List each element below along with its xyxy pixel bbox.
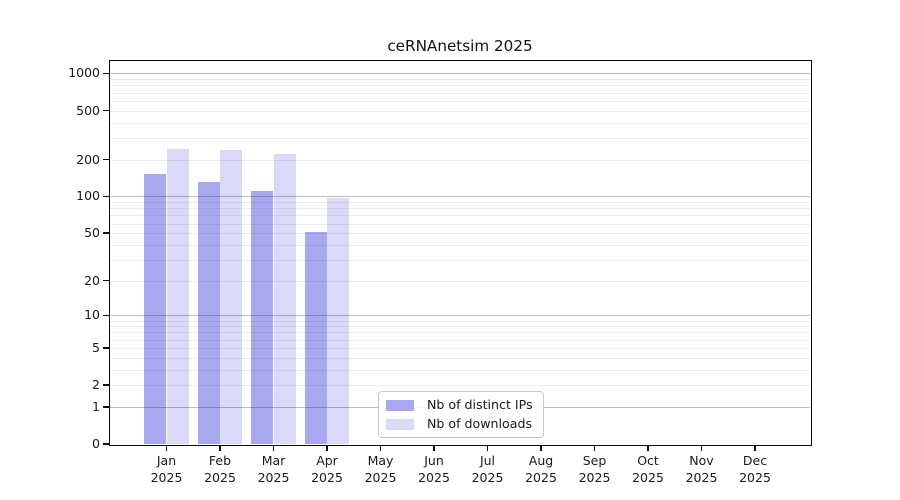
y-tick <box>103 406 109 408</box>
x-tick-label-jul: Jul 2025 <box>471 453 504 485</box>
x-tick-label-jan: Jan 2025 <box>150 453 183 485</box>
gridline-minor <box>110 215 810 217</box>
x-tick <box>272 445 275 451</box>
legend-label-downloads: Nb of downloads <box>427 416 533 431</box>
y-tick-label-500: 500 <box>76 102 100 118</box>
legend-item-downloads: Nb of downloads <box>386 416 539 432</box>
x-tick-label-jun: Jun 2025 <box>418 453 450 485</box>
y-tick <box>103 280 109 282</box>
gridline-minor <box>110 202 810 204</box>
x-tick-label-nov: Nov 2025 <box>685 453 718 485</box>
y-tick-label-2: 2 <box>92 377 100 393</box>
bar-distinct-ips-mar <box>251 190 274 444</box>
gridline-minor <box>110 85 810 87</box>
x-tick <box>593 445 596 451</box>
gridline-minor <box>110 280 810 282</box>
gridline-major <box>110 73 810 75</box>
gridline-minor <box>110 259 810 261</box>
x-tick-label-apr: Apr 2025 <box>311 453 343 485</box>
gridline-major <box>110 315 810 317</box>
x-tick <box>219 445 221 451</box>
y-tick <box>103 347 109 349</box>
gridline-minor <box>110 332 810 334</box>
y-tick-label-20: 20 <box>84 272 100 288</box>
y-tick <box>103 158 109 161</box>
legend-label-distinct-ips: Nb of distinct IPs <box>427 397 533 412</box>
bar-distinct-ips-feb <box>197 182 220 444</box>
x-tick <box>647 445 649 451</box>
gridline-minor <box>110 326 810 328</box>
gridline-minor <box>110 122 810 124</box>
x-tick <box>540 445 542 451</box>
x-tick-label-sep: Sep 2025 <box>578 453 611 485</box>
bar-distinct-ips-jan <box>144 174 167 444</box>
y-tick <box>103 109 109 112</box>
x-tick-label-mar: Mar 2025 <box>257 453 290 485</box>
y-tick <box>103 384 109 386</box>
gridline-minor <box>110 244 810 246</box>
y-tick-label-5: 5 <box>92 339 100 355</box>
plot-area <box>110 61 810 444</box>
bar-distinct-ips-apr <box>304 232 327 444</box>
bar-downloads-mar <box>273 153 296 444</box>
x-tick <box>165 445 168 451</box>
legend-item-distinct-ips: Nb of distinct IPs <box>386 397 539 413</box>
y-tick <box>103 72 109 75</box>
y-tick-label-0: 0 <box>92 436 100 451</box>
y-tick-label-1: 1 <box>92 398 100 414</box>
x-tick <box>700 445 703 451</box>
y-tick-label-10: 10 <box>84 307 100 323</box>
y-tick <box>103 314 109 317</box>
y-tick-label-200: 200 <box>76 151 100 167</box>
x-tick <box>754 445 756 451</box>
gridline-minor <box>110 357 810 359</box>
gridline-minor <box>110 159 810 161</box>
gridline-minor <box>110 347 810 349</box>
x-tick <box>326 445 328 451</box>
y-tick <box>103 232 109 234</box>
x-tick <box>486 445 489 451</box>
gridline-minor <box>110 92 810 94</box>
bar-downloads-apr <box>327 197 350 444</box>
gridline-minor <box>110 223 810 225</box>
legend: Nb of distinct IPs Nb of downloads <box>378 391 544 438</box>
x-tick-label-oct: Oct 2025 <box>632 453 664 485</box>
chart-title: ceRNAnetsim 2025 <box>387 37 533 55</box>
x-tick-label-dec: Dec 2025 <box>739 453 771 485</box>
gridline-minor <box>110 385 810 387</box>
y-tick <box>103 195 109 198</box>
x-tick-label-aug: Aug 2025 <box>525 453 557 485</box>
bar-downloads-jan <box>166 148 189 444</box>
gridline-minor <box>110 339 810 341</box>
gridline-minor <box>110 100 810 102</box>
y-tick <box>103 443 109 445</box>
gridline-major <box>110 196 810 198</box>
x-tick-label-feb: Feb 2025 <box>204 453 236 485</box>
x-tick <box>433 445 435 451</box>
gridline-minor <box>110 79 810 81</box>
gridline-minor <box>110 233 810 235</box>
gridline-minor <box>110 110 810 112</box>
gridline-minor <box>110 137 810 139</box>
bar-downloads-feb <box>220 149 243 444</box>
y-tick-label-50: 50 <box>84 225 100 241</box>
legend-swatch-downloads <box>386 418 414 430</box>
gridline-minor <box>110 369 810 371</box>
gridline-minor <box>110 208 810 210</box>
gridline-minor <box>110 320 810 322</box>
y-tick-label-1000: 1000 <box>68 65 100 81</box>
x-tick <box>379 445 382 451</box>
x-tick-label-may: May 2025 <box>364 453 397 485</box>
legend-swatch-distinct-ips <box>386 399 414 411</box>
y-tick-label-100: 100 <box>76 188 100 204</box>
